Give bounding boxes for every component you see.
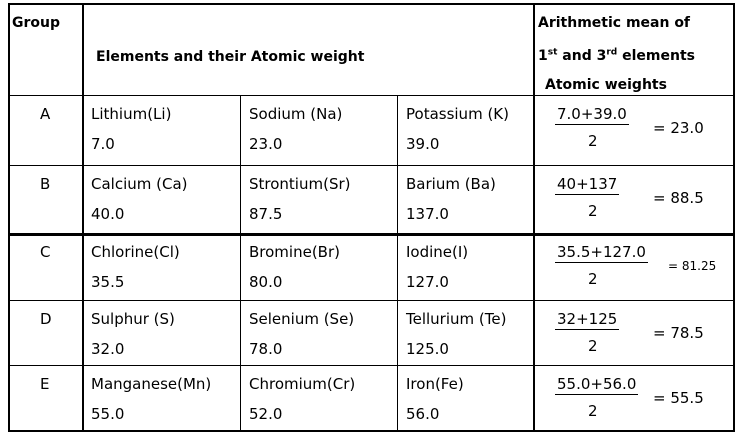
mean-header: and 3 (562, 48, 607, 64)
element-name: Bromine(Br) (249, 243, 340, 261)
element-name: Lithium(Li) (91, 105, 172, 123)
mean-denominator: 2 (588, 132, 598, 150)
element-name: Strontium(Sr) (249, 175, 351, 193)
border (8, 300, 733, 301)
atomic-weight: 80.0 (249, 273, 283, 291)
border (8, 233, 733, 236)
mean-denominator: 2 (588, 402, 598, 420)
atomic-weight: 39.0 (406, 135, 440, 153)
group-cell: C (40, 243, 51, 261)
group-header: Group (12, 15, 61, 31)
border (82, 3, 84, 430)
element-name: Barium (Ba) (406, 175, 496, 193)
atomic-weight: 137.0 (406, 205, 449, 223)
mean-header: Atomic weights (545, 77, 667, 93)
group-cell: A (40, 105, 51, 123)
mean-header: elements (622, 48, 695, 64)
mean-denominator: 2 (588, 270, 598, 288)
element-name: Sulphur (S) (91, 310, 175, 328)
mean-result: = 88.5 (653, 189, 704, 207)
mean-header: 1st and 3rd elements (538, 47, 695, 65)
element-name: Selenium (Se) (249, 310, 355, 328)
group-cell: E (40, 375, 50, 393)
mean-denominator: 2 (588, 202, 598, 220)
mean-header: rd (606, 47, 618, 58)
border (8, 365, 733, 366)
element-name: Sodium (Na) (249, 105, 343, 123)
mean-numerator: 55.0+56.0 (555, 375, 639, 395)
border (733, 3, 735, 430)
border (8, 3, 10, 430)
atomic-weight: 7.0 (91, 135, 115, 153)
atomic-weight: 52.0 (249, 405, 283, 423)
mean-denominator: 2 (588, 337, 598, 355)
border (8, 430, 735, 432)
border (8, 95, 733, 96)
elements-header: Elements and their Atomic weight (96, 49, 365, 65)
mean-result: = 23.0 (653, 119, 704, 137)
element-name: Chlorine(Cl) (91, 243, 180, 261)
element-name: Chromium(Cr) (249, 375, 356, 393)
border (397, 95, 398, 430)
group-cell: B (40, 175, 51, 193)
border (533, 3, 535, 430)
mean-result: = 78.5 (653, 324, 704, 342)
atomic-weight: 40.0 (91, 205, 125, 223)
atomic-weight: 23.0 (249, 135, 283, 153)
atomic-weight: 55.0 (91, 405, 125, 423)
mean-header: Arithmetic mean of (538, 15, 691, 31)
element-name: Iron(Fe) (406, 375, 464, 393)
mean-result: = 81.25 (668, 259, 717, 273)
border (8, 165, 733, 166)
mean-numerator: 35.5+127.0 (555, 243, 648, 263)
atomic-weight: 78.0 (249, 340, 283, 358)
border (8, 3, 733, 5)
element-name: Iodine(I) (406, 243, 469, 261)
atomic-weight: 125.0 (406, 340, 449, 358)
atomic-weight: 32.0 (91, 340, 125, 358)
atomic-weight: 56.0 (406, 405, 440, 423)
atomic-weight: 87.5 (249, 205, 283, 223)
element-name: Potassium (K) (406, 105, 509, 123)
mean-numerator: 32+125 (555, 310, 620, 330)
mean-header: 1 (538, 48, 548, 64)
atomic-weight: 127.0 (406, 273, 449, 291)
element-name: Manganese(Mn) (91, 375, 212, 393)
mean-header: st (547, 47, 558, 58)
element-name: Tellurium (Te) (406, 310, 507, 328)
element-name: Calcium (Ca) (91, 175, 188, 193)
mean-numerator: 40+137 (555, 175, 620, 195)
border (240, 95, 241, 430)
mean-numerator: 7.0+39.0 (555, 105, 629, 125)
group-cell: D (40, 310, 52, 328)
mean-result: = 55.5 (653, 389, 704, 407)
atomic-weight: 35.5 (91, 273, 125, 291)
